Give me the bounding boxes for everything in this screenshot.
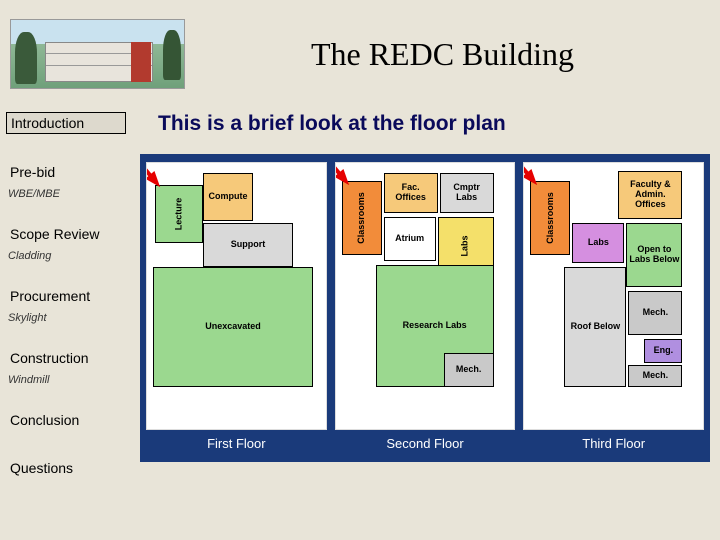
room-roof-below: Roof Below (564, 267, 626, 387)
sidebar-item-sublabel: Cladding (6, 250, 126, 262)
slide-subtitle: This is a brief look at the floor plan (140, 112, 710, 136)
room-classrooms: Classrooms (342, 181, 382, 255)
sidebar-item-label: Procurement (6, 286, 126, 306)
room-label: Atrium (395, 234, 424, 244)
sidebar-item-sublabel: WBE/MBE (6, 188, 126, 200)
room-fac-offices: Fac. Offices (384, 173, 438, 213)
room-eng-: Eng. (644, 339, 682, 363)
sidebar-item-label: Scope Review (6, 224, 126, 244)
sidebar-item-construction[interactable]: Construction Windmill (6, 348, 126, 386)
room-label: Roof Below (571, 322, 621, 332)
sidebar-item-procurement[interactable]: Procurement Skylight (6, 286, 126, 324)
floor-label: Third Floor (523, 430, 704, 456)
main-content: This is a brief look at the floor plan L… (140, 112, 710, 462)
room-lecture: Lecture (155, 185, 203, 243)
room-label: Lecture (174, 198, 184, 231)
slide-header: The REDC Building (0, 0, 720, 100)
sidebar-item-label: Introduction (6, 112, 126, 134)
room-label: Support (231, 240, 266, 250)
building-rendering-image (10, 19, 185, 89)
room-label: Labs (588, 238, 609, 248)
room-label: Open to Labs Below (629, 245, 679, 265)
sidebar-item-conclusion[interactable]: Conclusion (6, 410, 126, 430)
room-open-to-labs-below: Open to Labs Below (626, 223, 682, 287)
room-label: Faculty & Admin. Offices (621, 180, 679, 210)
sidebar-item-label: Pre-bid (6, 162, 126, 182)
room-label: Mech. (643, 371, 669, 381)
room-faculty-admin-offices: Faculty & Admin. Offices (618, 171, 682, 219)
floor-label: First Floor (146, 430, 327, 456)
room-label: Mech. (456, 365, 482, 375)
floor-plan-image: Classrooms Fac. Offices Cmptr Labs Atrium La… (335, 162, 516, 430)
room-unexcavated: Unexcavated (153, 267, 313, 387)
room-mech-: Mech. (628, 365, 682, 387)
sidebar-item-label: Questions (6, 458, 126, 478)
floorplan-panel: Lecture Compute Support Unexcavated First Fl… (140, 154, 710, 462)
sidebar-item-label: Construction (6, 348, 126, 368)
sidebar-item-sublabel: Skylight (6, 312, 126, 324)
floor-label: Second Floor (335, 430, 516, 456)
floor-column: Lecture Compute Support Unexcavated First Fl… (146, 162, 327, 456)
room-label: Cmptr Labs (443, 183, 491, 203)
floor-column: Classrooms Faculty & Admin. Offices Labs Op… (523, 162, 704, 456)
slide-title: The REDC Building (205, 36, 710, 73)
room-labs: Labs (572, 223, 624, 263)
sidebar-item-label: Conclusion (6, 410, 126, 430)
floor-plan-image: Lecture Compute Support Unexcavated (146, 162, 327, 430)
sidebar-item-scope-review[interactable]: Scope Review Cladding (6, 224, 126, 262)
room-compute: Compute (203, 173, 253, 221)
room-label: Fac. Offices (387, 183, 435, 203)
room-label: Unexcavated (205, 322, 261, 332)
room-mech-: Mech. (444, 353, 494, 387)
sidebar-item-pre-bid[interactable]: Pre-bid WBE/MBE (6, 162, 126, 200)
room-atrium: Atrium (384, 217, 436, 261)
room-label: Classrooms (357, 192, 367, 244)
sidebar-item-introduction[interactable]: Introduction (6, 112, 126, 134)
room-label: Research Labs (403, 321, 467, 331)
room-label: Eng. (654, 346, 674, 356)
room-mech-: Mech. (628, 291, 682, 335)
room-label: Labs (461, 235, 471, 256)
floor-column: Classrooms Fac. Offices Cmptr Labs Atrium La… (335, 162, 516, 456)
room-cmptr-labs: Cmptr Labs (440, 173, 494, 213)
room-label: Classrooms (545, 192, 555, 244)
sidebar-item-sublabel: Windmill (6, 374, 126, 386)
room-support: Support (203, 223, 293, 267)
room-label: Compute (209, 192, 248, 202)
sidebar-nav: Introduction Pre-bid WBE/MBE Scope Review Cl… (6, 112, 126, 506)
floor-plan-image: Classrooms Faculty & Admin. Offices Labs Op… (523, 162, 704, 430)
sidebar-item-questions[interactable]: Questions (6, 458, 126, 478)
room-classrooms: Classrooms (530, 181, 570, 255)
room-label: Mech. (643, 308, 669, 318)
